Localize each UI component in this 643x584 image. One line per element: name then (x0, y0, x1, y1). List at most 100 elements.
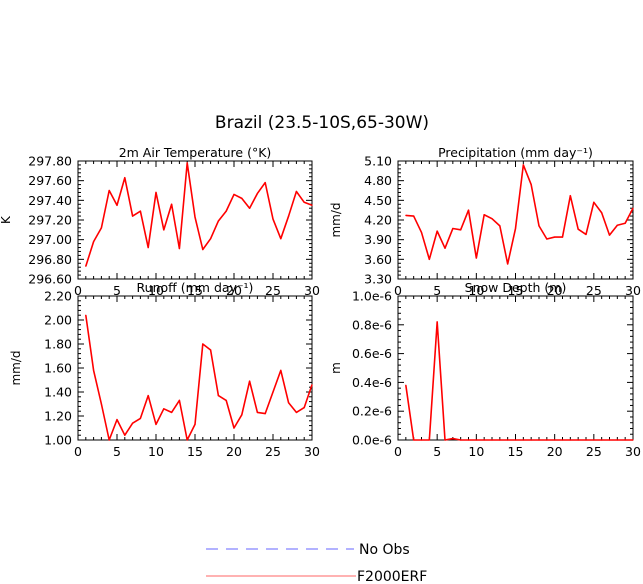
snow-depth-data-point (554, 439, 556, 441)
precipitation-data-point (514, 227, 517, 230)
precipitation-data-point (413, 215, 415, 217)
snow-depth-data-point (483, 439, 485, 441)
temperature-data-point (85, 265, 87, 267)
snow-depth-data-point (514, 439, 517, 441)
precipitation-ytick-label: 4.20 (364, 213, 392, 228)
runoff-data-point (93, 369, 95, 371)
temperature-title: 2m Air Temperature (°K) (119, 145, 272, 160)
temperature-xtick-label: 20 (226, 283, 242, 298)
precipitation-data-point (538, 225, 540, 227)
snow-depth-data-point (561, 439, 564, 441)
temperature-series-line (85, 162, 313, 267)
precipitation-data-point (554, 236, 556, 238)
runoff-data-point (288, 402, 290, 404)
temperature-ytick-label: 297.00 (28, 232, 72, 247)
snow-depth-data-point (624, 439, 626, 441)
snow-depth-data-point (420, 439, 423, 441)
precipitation-data-point (444, 247, 446, 249)
precipitation-ytick-label: 4.50 (364, 193, 392, 208)
snow-depth-data-point (507, 439, 509, 441)
runoff-ytick-label: 1.00 (44, 433, 72, 448)
runoff-data-point (264, 413, 266, 415)
snow-depth-series-line (405, 321, 633, 441)
precipitation-data-point (616, 224, 618, 226)
precipitation-data-point (483, 214, 485, 216)
runoff-ytick-label: 1.20 (44, 409, 72, 424)
temperature-xtick-label: 25 (265, 283, 281, 298)
runoff-data-point (256, 411, 258, 413)
precipitation-xtick-label: 5 (433, 283, 441, 298)
snow-depth-xtick-label: 25 (586, 444, 602, 459)
runoff-xtick-label: 25 (265, 444, 281, 459)
temperature-data-point (311, 204, 313, 206)
precipitation-data-point (569, 195, 571, 197)
temperature-data-point (116, 204, 118, 206)
precipitation-data-point (601, 212, 603, 214)
snow-depth-xtick-label: 30 (625, 444, 641, 459)
precipitation-data-point (499, 225, 501, 227)
main-title: Brazil (23.5-10S,65-30W) (215, 113, 429, 133)
runoff-data-point (100, 403, 102, 405)
temperature-ytick-label: 296.60 (28, 272, 72, 287)
runoff-data-point (202, 343, 204, 345)
temperature-data-point (303, 201, 305, 203)
temperature-xtick-label: 5 (113, 283, 121, 298)
snow-depth-data-point (499, 439, 501, 441)
runoff-data-point (233, 427, 235, 429)
runoff-xtick-label: 30 (304, 444, 320, 459)
snow-depth-data-point (491, 439, 493, 441)
temperature-data-point (93, 241, 95, 243)
temperature-data-point (147, 246, 149, 249)
temperature-data-point (171, 203, 173, 205)
temperature-data-point (249, 207, 251, 209)
runoff-data-point (241, 414, 243, 416)
runoff-data-point (171, 411, 173, 413)
snow-depth-xtick-label: 5 (433, 444, 441, 459)
precipitation-data-point (405, 214, 407, 217)
snow-depth-ytick-label: 0.8e-6 (352, 317, 392, 332)
temperature-data-point (100, 227, 102, 229)
precipitation-xtick-label: 0 (394, 283, 402, 298)
runoff-data-point (85, 314, 87, 316)
snow-depth-panel: Snow Depth (m) m 0 5 10 15 20 25 30 0.0e-6 0.2e-6 0… (329, 280, 641, 459)
snow-depth-data-point (413, 439, 415, 441)
precipitation-data-point (428, 258, 430, 260)
runoff-data-point (295, 411, 297, 413)
temperature-data-point (155, 191, 157, 194)
runoff-xtick-label: 10 (148, 444, 164, 459)
precipitation-data-point (608, 234, 611, 236)
snow-depth-data-point (546, 439, 548, 441)
temperature-data-point (256, 192, 258, 195)
temperature-data-point (108, 189, 110, 192)
precipitation-xtick-label: 20 (547, 283, 563, 298)
runoff-data-point (194, 423, 196, 425)
runoff-ylabel: mm/d (9, 350, 23, 385)
runoff-data-point (210, 349, 212, 351)
precipitation-ytick-label: 3.30 (364, 272, 392, 287)
snow-depth-ylabel: m (329, 362, 343, 374)
runoff-series-line (85, 315, 313, 441)
precipitation-ytick-label: 4.80 (364, 173, 392, 188)
temperature-data-point (210, 238, 212, 240)
runoff-data-point (132, 422, 134, 424)
snow-depth-title: Snow Depth (m) (465, 280, 567, 295)
temperature-xtick-label: 30 (304, 283, 320, 298)
snow-depth-data-point (601, 439, 603, 441)
precipitation-data-point (530, 184, 532, 186)
temperature-data-point (132, 215, 134, 217)
runoff-data-point (280, 369, 282, 371)
temperature-data-point (264, 182, 266, 184)
runoff-ytick-label: 1.40 (44, 385, 72, 400)
snow-depth-ytick-label: 0.2e-6 (352, 404, 392, 419)
precipitation-data-point (632, 207, 634, 209)
snow-depth-frame (397, 295, 634, 441)
runoff-data-point (217, 395, 219, 397)
precipitation-data-point (624, 222, 626, 224)
temperature-data-point (124, 177, 126, 179)
precipitation-data-point (522, 164, 524, 166)
snow-depth-xtick-label: 20 (547, 444, 563, 459)
runoff-title: Runoff (mm day⁻¹) (137, 280, 254, 295)
runoff-xtick-label: 20 (226, 444, 242, 459)
legend: No Obs F2000ERF (206, 542, 427, 584)
